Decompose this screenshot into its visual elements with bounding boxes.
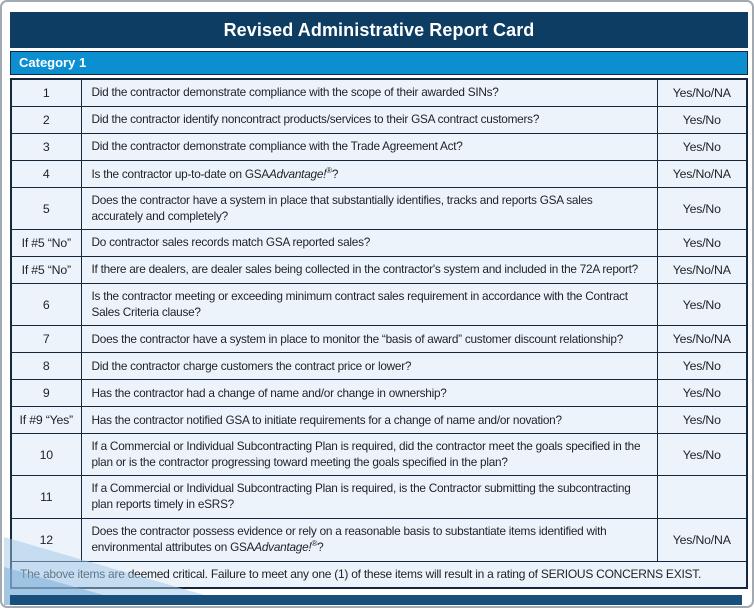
question-cell: Did the contractor demonstrate complianc…	[80, 132, 658, 161]
row-label-cell: 1	[10, 78, 82, 107]
report-card: Revised Administrative Report Card Categ…	[10, 12, 748, 590]
question-cell: If a Commercial or Individual Subcontrac…	[80, 433, 658, 477]
report-row: 11 If a Commercial or Individual Subcontr…	[10, 475, 748, 519]
row-label-cell: If #9 “Yes”	[10, 406, 82, 435]
answer-cell: Yes/No	[656, 406, 748, 435]
question-cell: Do contractor sales records match GSA re…	[80, 229, 658, 258]
answer-cell: Yes/No	[656, 187, 748, 231]
answer-cell: Yes/No	[656, 229, 748, 258]
answer-cell	[656, 475, 748, 519]
question-cell: Is the contractor meeting or exceeding m…	[80, 283, 658, 327]
answer-cell: Yes/No	[656, 433, 748, 477]
answer-cell: Yes/No/NA	[656, 256, 748, 285]
row-label-cell: 9	[10, 379, 82, 408]
footer-row: The above items are deemed critical. Fai…	[10, 560, 748, 589]
question-cell: If a Commercial or Individual Subcontrac…	[80, 475, 658, 519]
answer-cell: Yes/No	[656, 132, 748, 161]
row-label-cell: 8	[10, 352, 82, 381]
question-cell: Has the contractor notified GSA to initi…	[80, 406, 658, 435]
report-row: 3 Did the contractor demonstrate complian…	[10, 132, 748, 161]
answer-cell: Yes/No	[656, 283, 748, 327]
row-label-cell: If #5 “No”	[10, 229, 82, 258]
row-label-cell: 2	[10, 105, 82, 134]
row-label-cell: If #5 “No”	[10, 256, 82, 285]
report-row: 8 Did the contractor charge customers the…	[10, 352, 748, 381]
report-row: 7 Does the contractor have a system in pl…	[10, 325, 748, 354]
answer-cell: Yes/No/NA	[656, 517, 748, 562]
question-cell: Did the contractor identify noncontract …	[80, 105, 658, 134]
question-cell: Is the contractor up-to-date on GSAAdvan…	[80, 159, 658, 189]
row-label-cell: 3	[10, 132, 82, 161]
report-row: 6 Is the contractor meeting or exceeding …	[10, 283, 748, 327]
row-label-cell: 6	[10, 283, 82, 327]
report-row: 4 Is the contractor up-to-date on GSAAdva…	[10, 159, 748, 189]
question-cell: Has the contractor had a change of name …	[80, 379, 658, 408]
question-cell: Did the contractor demonstrate complianc…	[80, 78, 658, 107]
row-label-cell: 4	[10, 159, 82, 189]
question-cell: Does the contractor have a system in pla…	[80, 325, 658, 354]
question-cell: Does the contractor possess evidence or …	[80, 517, 658, 562]
report-row: 12 Does the contractor possess evidence o…	[10, 517, 748, 562]
report-row: 2 Did the contractor identify noncontract…	[10, 105, 748, 134]
report-row: 5 Does the contractor have a system in pl…	[10, 187, 748, 231]
answer-cell: Yes/No/NA	[656, 78, 748, 107]
report-row: If #9 “Yes” Has the contractor notified G…	[10, 406, 748, 435]
page-title: Revised Administrative Report Card	[10, 12, 748, 48]
row-label-cell: 7	[10, 325, 82, 354]
row-label-cell: 11	[10, 475, 82, 519]
category-header: Category 1	[10, 51, 748, 75]
question-cell: Does the contractor have a system in pla…	[80, 187, 658, 231]
report-table: 1 Did the contractor demonstrate complian…	[10, 78, 748, 590]
report-row: 1 Did the contractor demonstrate complian…	[10, 78, 748, 107]
row-label-cell: 12	[10, 517, 82, 562]
report-row: If #5 “No” If there are dealers, are deal…	[10, 256, 748, 285]
report-row: 10 If a Commercial or Individual Subcontr…	[10, 433, 748, 477]
answer-cell: Yes/No	[656, 352, 748, 381]
row-label-cell: 5	[10, 187, 82, 231]
footer-note: The above items are deemed critical. Fai…	[10, 560, 748, 589]
answer-cell: Yes/No	[656, 105, 748, 134]
report-row: If #5 “No” Do contractor sales records ma…	[10, 229, 748, 258]
bottom-bar-decoration	[10, 595, 742, 605]
question-cell: Did the contractor charge customers the …	[80, 352, 658, 381]
row-label-cell: 10	[10, 433, 82, 477]
answer-cell: Yes/No/NA	[656, 159, 748, 189]
question-cell: If there are dealers, are dealer sales b…	[80, 256, 658, 285]
report-row: 9 Has the contractor had a change of name…	[10, 379, 748, 408]
answer-cell: Yes/No/NA	[656, 325, 748, 354]
report-table-body: 1 Did the contractor demonstrate complian…	[10, 78, 748, 562]
answer-cell: Yes/No	[656, 379, 748, 408]
